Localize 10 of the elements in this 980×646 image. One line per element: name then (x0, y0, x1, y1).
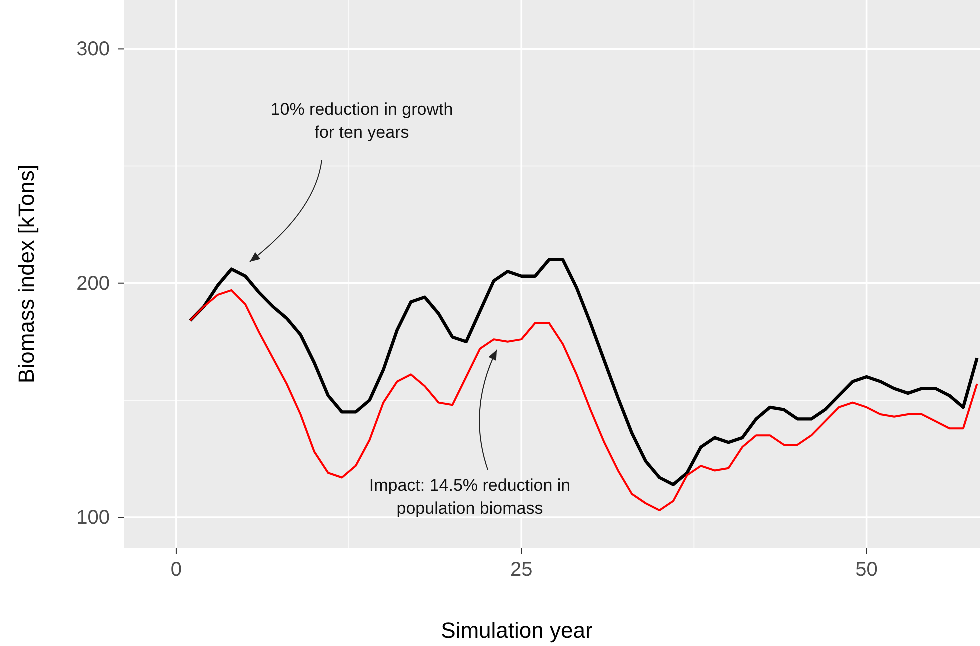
x-axis-title: Simulation year (441, 618, 593, 643)
annotation: Impact: 14.5% reduction in population biomass (369, 476, 571, 518)
x-tick-label: 0 (170, 559, 182, 582)
y-axis-title: Biomass index [kTons] (14, 164, 39, 384)
y-tick-label: 300 (76, 38, 110, 61)
y-tick-label: 200 (76, 272, 110, 295)
y-tick-label: 100 (76, 506, 110, 529)
x-tick-label: 25 (510, 559, 533, 582)
annotation: 10% reduction in growth for ten years (270, 100, 454, 142)
x-tick-label: 50 (856, 559, 878, 582)
